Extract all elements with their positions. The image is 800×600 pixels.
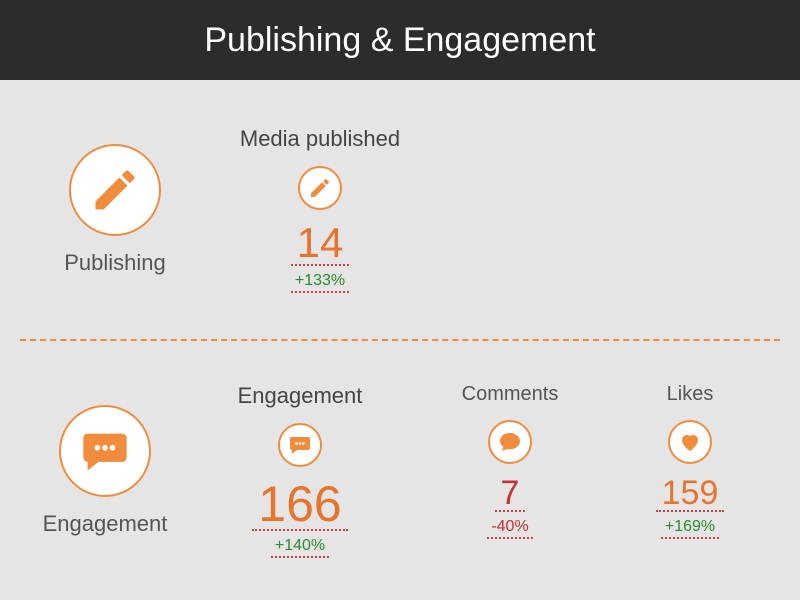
comment-icon	[498, 430, 522, 454]
publishing-metrics: Media published 14 +133%	[200, 126, 780, 293]
engagement-metrics: Engagement 166 +140% Comments 7 -40%	[180, 383, 780, 558]
content-area: Publishing Media published 14 +133%	[0, 80, 800, 600]
metric-title-engagement: Engagement	[238, 383, 363, 409]
page-title: Publishing & Engagement	[204, 21, 595, 60]
metric-change-likes: +169%	[661, 518, 719, 539]
metric-change-engagement: +140%	[271, 537, 329, 558]
metric-likes: Likes 159 +169%	[600, 383, 780, 558]
comments-icon-circle	[488, 420, 532, 464]
pencil-icon	[89, 164, 141, 216]
engagement-section: Engagement Engagement 166 +140% Comments	[0, 341, 800, 600]
metric-title-media: Media published	[240, 126, 400, 152]
engagement-section-left: Engagement	[30, 405, 180, 537]
metric-comments: Comments 7 -40%	[420, 383, 600, 558]
metric-media-published: Media published 14 +133%	[200, 126, 440, 293]
engagement-small-icon-circle	[278, 423, 322, 467]
metric-engagement: Engagement 166 +140%	[180, 383, 420, 558]
chat-icon	[288, 433, 312, 457]
metric-value-likes: 159	[656, 476, 725, 512]
metric-value-comments: 7	[495, 476, 526, 512]
metric-value-engagement: 166	[252, 479, 347, 531]
publishing-icon-circle	[69, 144, 161, 236]
metric-title-comments: Comments	[462, 383, 559, 406]
chat-icon	[79, 425, 131, 477]
metric-value-media: 14	[291, 222, 350, 266]
metric-change-comments: -40%	[487, 518, 532, 539]
publishing-section-left: Publishing	[30, 144, 200, 276]
media-icon-circle	[298, 166, 342, 210]
metric-change-media: +133%	[291, 272, 349, 293]
metric-title-likes: Likes	[667, 383, 714, 406]
engagement-label: Engagement	[43, 511, 168, 537]
publishing-section: Publishing Media published 14 +133%	[0, 80, 800, 339]
publishing-label: Publishing	[64, 250, 166, 276]
likes-icon-circle	[668, 420, 712, 464]
engagement-icon-circle	[59, 405, 151, 497]
pencil-icon	[308, 176, 332, 200]
heart-icon	[678, 430, 702, 454]
page-header: Publishing & Engagement	[0, 0, 800, 80]
dashboard-page: Publishing & Engagement Publishing Media…	[0, 0, 800, 600]
